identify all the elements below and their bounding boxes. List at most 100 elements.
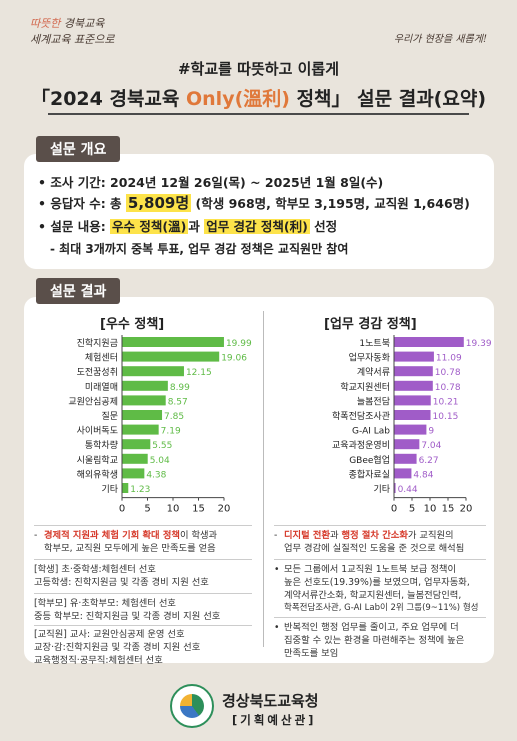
- chart-left: 진학지원금 19.99 체험센터 19.06 도전꿈성취 12.15 미래열매 8.99 교원안…: [68, 335, 252, 515]
- note-left-1-red: 경제적 지원과 체험 기회 확대 정책: [44, 530, 180, 541]
- bar: [122, 395, 166, 406]
- bar: [122, 424, 159, 435]
- x-tick-label: 15: [192, 504, 205, 515]
- overview-card: • 조사 기간: 2024년 12월 26일(목) ~ 2025년 1월 8일(…: [24, 154, 494, 269]
- slogan-world: 세계교육 표준으로: [30, 33, 115, 46]
- chart-left-title: [우수 정책]: [100, 317, 165, 332]
- category-label: 1노트북: [359, 338, 390, 349]
- separator: [34, 625, 252, 626]
- note-right-3-line1: 반복적인 행정 업무를 줄이고, 주요 업무에 더: [284, 622, 459, 633]
- note-left-4-line1: [교직원] 교사: 교원안심공제 운영 선호: [34, 629, 185, 640]
- x-tick-label: 0: [391, 504, 397, 515]
- note-right-2-line3: 계약서류간소화, 학교지원센터, 늘봄전담인력,: [284, 590, 462, 601]
- separator: [274, 525, 486, 526]
- bar: [394, 468, 412, 479]
- respondents-breakdown: (학생 968명, 학부모 3,195명, 교직원 1,646명): [191, 196, 470, 211]
- slogan-gyeongbuk: 경북교육: [63, 17, 105, 30]
- note-right-1-rest: 가 교직원의: [407, 530, 454, 541]
- value-label: 10.15: [433, 412, 459, 422]
- value-label: 6.27: [419, 456, 439, 466]
- value-label: 11.09: [436, 354, 462, 364]
- separator: [274, 559, 486, 560]
- category-label: 학폭전담조사관: [332, 410, 390, 422]
- respondents: • 응답자 수: 총 5,809명 (학생 968명, 학부모 3,195명, …: [38, 192, 470, 213]
- category-label: 교육과정운영비: [332, 440, 390, 451]
- category-label: 도전꿈성취: [77, 367, 118, 378]
- title-highlight: Only(溫利): [186, 88, 290, 110]
- bar: [122, 366, 184, 377]
- note-right-3-line2: 집중할 수 있는 환경을 마련해주는 정책에 높은: [284, 635, 465, 646]
- note-left-1-line2: 학부모, 교직원 모두에게 높은 만족도를 얻음: [44, 543, 216, 554]
- x-tick-label: 10: [424, 504, 437, 515]
- slogan-warm: 따뜻한: [30, 17, 61, 30]
- education-office-logo: [170, 684, 214, 728]
- value-label: 10.78: [435, 368, 461, 378]
- chart-right: 1노트북 19.39 업무자동화 11.09 계약서류 10.78 학교지원센터 10.78 늘…: [332, 335, 492, 515]
- bar: [394, 395, 431, 406]
- respondents-total: 5,809명: [125, 194, 192, 212]
- note-right-1: - 디지털 전환과 행정 절차 간소화가 교직원의 업무 경감에 실질적인 도움을…: [274, 530, 465, 554]
- content-pre: • 설문 내용:: [38, 219, 111, 234]
- note-left-2: [학생] 초·중학생:체험센터 선호 고등학생: 진학지원금 및 각종 경비 지…: [34, 563, 209, 589]
- x-tick-label: 15: [442, 504, 455, 515]
- value-label: 9: [428, 427, 434, 437]
- category-label: GBee협업: [349, 454, 390, 466]
- category-label: 업무자동화: [349, 353, 390, 364]
- x-tick-label: 5: [144, 504, 150, 515]
- bar: [394, 439, 420, 450]
- respondents-pre: • 응답자 수: 총: [38, 196, 126, 211]
- bar: [394, 366, 433, 377]
- overview-tab: 설문 개요: [36, 136, 121, 162]
- note-right-1-red1: 디지털 전환: [284, 530, 331, 541]
- category-label: G-AI Lab: [352, 427, 390, 437]
- value-label: 4.84: [413, 470, 433, 480]
- x-tick-label: 10: [167, 504, 180, 515]
- category-label: 미래열매: [85, 382, 118, 393]
- value-label: 7.85: [164, 412, 184, 422]
- note-right-2-line1: 모든 그룹에서 1교직원 1노트북 보급 정책이: [284, 564, 457, 575]
- bar: [122, 351, 220, 362]
- note-left-4: [교직원] 교사: 교원안심공제 운영 선호 교장·감:진학지원금 및 각종 경…: [34, 628, 200, 667]
- org-name: 경상북도교육청: [222, 692, 319, 710]
- category-label: 종합자료실: [349, 469, 390, 480]
- category-label: 학교지원센터: [340, 382, 390, 393]
- value-label: 7.19: [161, 427, 181, 437]
- category-label: 질문: [101, 410, 118, 422]
- title-post: 정책」 설문 결과(요약): [289, 88, 487, 110]
- value-label: 19.06: [221, 354, 247, 364]
- bar: [122, 453, 148, 464]
- note-right-2-line2: 높은 선호도(19.39%)를 보였으며, 업무자동화,: [284, 577, 470, 588]
- headline: #학교를 따뜻하고 이롭게: [177, 60, 339, 78]
- note-left-4-line3: 교육행정직·공무직:체험센터 선호: [34, 655, 163, 666]
- separator: [34, 559, 252, 560]
- bar: [394, 380, 433, 391]
- logo-emblem-icon: [180, 694, 204, 718]
- x-tick-label: 20: [460, 504, 473, 515]
- note-right-2: • 모든 그룹에서 1교직원 1노트북 보급 정책이 높은 선호도(19.39%)…: [274, 564, 479, 613]
- category-label: 진학지원금: [77, 338, 118, 349]
- page-title: 「2024 경북교육 Only(溫利) 정책」 설문 결과(요약): [0, 84, 517, 111]
- note-right-3: • 반복적인 행정 업무를 줄이고, 주요 업무에 더 집중할 수 있는 환경을 …: [274, 622, 465, 659]
- results-tab: 설문 결과: [36, 278, 121, 304]
- value-label: 1.23: [130, 485, 150, 495]
- category-label: 사이버독도: [77, 426, 118, 437]
- survey-content: • 설문 내용: 우수 정책(溫) 과 업무 경감 정책(利) 선정: [38, 216, 337, 235]
- bar: [122, 483, 129, 493]
- note-left-2-line2: 고등학생: 진학지원금 및 각종 경비 지원 선호: [34, 577, 209, 588]
- bar: [122, 410, 163, 420]
- survey-note: - 최대 3개까지 중복 투표, 업무 경감 정책은 교직원만 참여: [50, 242, 349, 256]
- bar: [394, 424, 427, 435]
- title-underline: [48, 113, 469, 115]
- slogan-left: 따뜻한 경북교육 세계교육 표준으로: [30, 16, 114, 48]
- separator: [274, 617, 486, 618]
- note-left-2-line1: [학생] 초·중학생:체험센터 선호: [34, 564, 156, 575]
- note-right-1-line2: 업무 경감에 실질적인 도움을 준 것으로 해석됨: [284, 543, 465, 554]
- separator: [34, 525, 252, 526]
- note-left-3: [학부모] 유·초학부모: 체험센터 선호 중등 학부모: 진학지원금 및 각종…: [34, 597, 220, 623]
- content-excellent: 우수 정책(溫): [110, 219, 189, 234]
- category-label: 해외유학생: [77, 468, 118, 480]
- note-right-1-red2: 행정 절차 간소화: [341, 530, 408, 541]
- x-tick-label: 20: [218, 504, 231, 515]
- category-label: 교원안심공제: [68, 396, 118, 407]
- note-right-1-mid: 과: [330, 530, 342, 541]
